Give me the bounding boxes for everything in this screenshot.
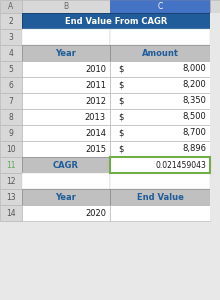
Text: 8,500: 8,500 — [182, 112, 206, 122]
Bar — [210, 157, 220, 173]
Bar — [22, 109, 110, 125]
Text: Year: Year — [56, 49, 76, 58]
Bar — [0, 141, 22, 157]
Text: A: A — [8, 2, 14, 11]
Bar — [210, 61, 220, 77]
Bar — [110, 189, 210, 205]
Text: 2: 2 — [9, 16, 13, 26]
Text: End Value: End Value — [137, 193, 183, 202]
Text: $: $ — [118, 80, 123, 89]
Text: 8,000: 8,000 — [182, 64, 206, 74]
Text: 8,700: 8,700 — [182, 128, 206, 137]
Text: 2013: 2013 — [85, 112, 106, 122]
Text: 9: 9 — [9, 128, 13, 137]
Bar — [22, 0, 110, 13]
Bar — [210, 141, 220, 157]
Text: Amount: Amount — [141, 49, 178, 58]
Text: B: B — [63, 2, 69, 11]
Text: 11: 11 — [6, 160, 16, 169]
Bar — [22, 173, 110, 189]
Text: $: $ — [118, 128, 123, 137]
Bar — [0, 13, 22, 29]
Text: 5: 5 — [9, 64, 13, 74]
Text: 8: 8 — [9, 112, 13, 122]
Text: $: $ — [118, 64, 123, 74]
Bar — [0, 205, 22, 221]
Text: 7: 7 — [9, 97, 13, 106]
Bar — [110, 0, 210, 13]
Text: 8,350: 8,350 — [182, 97, 206, 106]
Text: 4: 4 — [9, 49, 13, 58]
Bar — [22, 29, 110, 45]
Bar — [210, 109, 220, 125]
Bar — [0, 61, 22, 77]
Bar — [0, 45, 22, 61]
Bar — [110, 45, 210, 61]
Text: $: $ — [118, 97, 123, 106]
Text: CAGR: CAGR — [53, 160, 79, 169]
Bar — [0, 157, 22, 173]
Bar — [22, 13, 210, 29]
Bar — [210, 45, 220, 61]
Text: Year: Year — [56, 193, 76, 202]
Text: $: $ — [118, 145, 123, 154]
Bar — [110, 205, 210, 221]
Bar — [110, 61, 210, 77]
Text: 2020: 2020 — [85, 208, 106, 217]
Text: 6: 6 — [9, 80, 13, 89]
Bar — [110, 77, 210, 93]
Bar — [0, 0, 22, 13]
Text: 0.021459043: 0.021459043 — [155, 160, 206, 169]
Bar — [22, 77, 110, 93]
Text: $: $ — [118, 112, 123, 122]
Bar — [210, 125, 220, 141]
Bar — [210, 0, 220, 13]
Bar — [22, 189, 110, 205]
Bar — [0, 125, 22, 141]
Bar — [0, 93, 22, 109]
Text: 2014: 2014 — [85, 128, 106, 137]
Bar — [110, 157, 210, 173]
Bar — [210, 205, 220, 221]
Bar — [210, 93, 220, 109]
Text: 2010: 2010 — [85, 64, 106, 74]
Text: 8,200: 8,200 — [182, 80, 206, 89]
Text: 2015: 2015 — [85, 145, 106, 154]
Bar — [210, 29, 220, 45]
Bar — [22, 157, 110, 173]
Bar — [0, 109, 22, 125]
Bar — [0, 77, 22, 93]
Bar — [110, 109, 210, 125]
Bar — [210, 173, 220, 189]
Bar — [110, 173, 210, 189]
Bar — [110, 125, 210, 141]
Bar — [0, 189, 22, 205]
Bar — [22, 61, 110, 77]
Text: C: C — [157, 2, 163, 11]
Text: 2011: 2011 — [85, 80, 106, 89]
Bar — [210, 13, 220, 29]
Text: 13: 13 — [6, 193, 16, 202]
Bar — [22, 125, 110, 141]
Text: 2012: 2012 — [85, 97, 106, 106]
Bar — [110, 141, 210, 157]
Bar — [22, 93, 110, 109]
Bar — [210, 189, 220, 205]
Bar — [22, 141, 110, 157]
Text: 10: 10 — [6, 145, 16, 154]
Text: 8,896: 8,896 — [182, 145, 206, 154]
Bar — [110, 93, 210, 109]
Bar — [22, 45, 110, 61]
Text: 12: 12 — [6, 176, 16, 185]
Bar — [0, 173, 22, 189]
Bar — [0, 29, 22, 45]
Bar — [22, 205, 110, 221]
Bar — [110, 29, 210, 45]
Text: End Value From CAGR: End Value From CAGR — [65, 16, 167, 26]
Bar — [210, 77, 220, 93]
Text: 3: 3 — [9, 32, 13, 41]
Text: 14: 14 — [6, 208, 16, 217]
